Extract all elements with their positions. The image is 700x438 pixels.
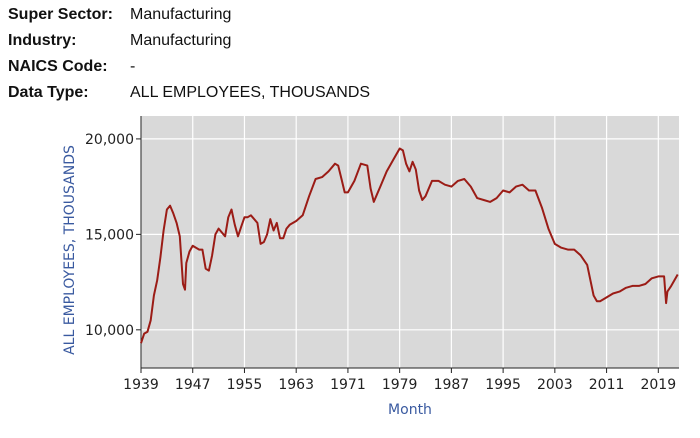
x-tick-label: 2019 (640, 377, 676, 393)
y-tick-label: 20,000 (85, 132, 134, 148)
x-axis-ticks: 1939 1947 1955 1963 1971 1979 1987 1995 2003 2011… (123, 368, 676, 393)
x-tick-label: 1995 (485, 377, 521, 393)
x-tick-label: 1963 (278, 377, 314, 393)
x-tick-label: 2011 (589, 377, 625, 393)
data-type-row: Data Type: ALL EMPLOYEES, THOUSANDS (8, 80, 370, 106)
x-tick-label: 1939 (123, 377, 159, 393)
gridlines (140, 116, 679, 368)
naics-code-row: NAICS Code: - (8, 54, 370, 80)
y-tick-label: 10,000 (85, 323, 134, 339)
super-sector-row: Super Sector: Manufacturing (8, 2, 370, 28)
super-sector-value: Manufacturing (130, 6, 232, 23)
industry-value: Manufacturing (130, 32, 232, 49)
data-type-label: Data Type: (8, 84, 89, 101)
industry-label: Industry: (8, 32, 77, 49)
industry-row: Industry: Manufacturing (8, 28, 370, 54)
super-sector-label: Super Sector: (8, 6, 113, 23)
x-tick-label: 1987 (434, 377, 470, 393)
y-tick-label: 15,000 (85, 227, 134, 243)
plot-area (141, 116, 679, 368)
naics-code-label: NAICS Code: (8, 58, 108, 75)
y-axis-title: ALL EMPLOYEES, THOUSANDS (62, 145, 78, 355)
x-tick-label: 1979 (382, 377, 418, 393)
x-tick-label: 2003 (537, 377, 573, 393)
x-tick-label: 1947 (175, 377, 211, 393)
series-info-panel: Super Sector: Manufacturing Industry: Manu… (8, 2, 370, 106)
x-tick-label: 1971 (330, 377, 366, 393)
x-axis-title: Month (388, 402, 432, 418)
x-tick-label: 1955 (227, 377, 263, 393)
series-line-all-employees (140, 147, 679, 344)
data-type-value: ALL EMPLOYEES, THOUSANDS (130, 84, 371, 101)
naics-code-value: - (130, 58, 136, 75)
axes (140, 116, 679, 369)
y-axis-ticks: 10,000 15,000 20,000 (85, 132, 141, 339)
